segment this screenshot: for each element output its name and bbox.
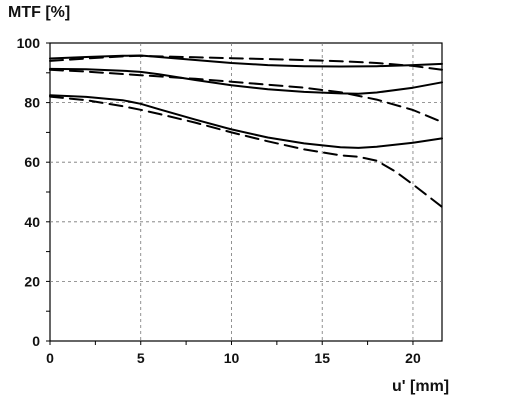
dashed-series-line-6 (49, 95, 443, 208)
x-tick-label: 5 (137, 350, 145, 366)
x-axis-label: u' [mm] (392, 378, 450, 395)
y-axis-label: MTF [%] (8, 4, 71, 21)
solid-series-line-3 (49, 67, 443, 95)
y-tick-label: 40 (24, 214, 40, 230)
x-tick-label: 0 (46, 350, 54, 366)
y-tick-label: 0 (32, 333, 40, 349)
y-tick-label: 100 (17, 35, 41, 51)
y-tick-label: 80 (24, 95, 40, 111)
x-tick-label: 10 (224, 350, 240, 366)
dashed-series-line-4 (49, 68, 443, 123)
dashed-series-line-2 (49, 54, 443, 71)
y-tick-label: 20 (24, 273, 40, 289)
x-tick-label: 15 (314, 350, 330, 366)
solid-series-line-5 (49, 94, 443, 149)
y-tick-label: 60 (24, 154, 40, 170)
x-tick-label: 20 (405, 350, 421, 366)
